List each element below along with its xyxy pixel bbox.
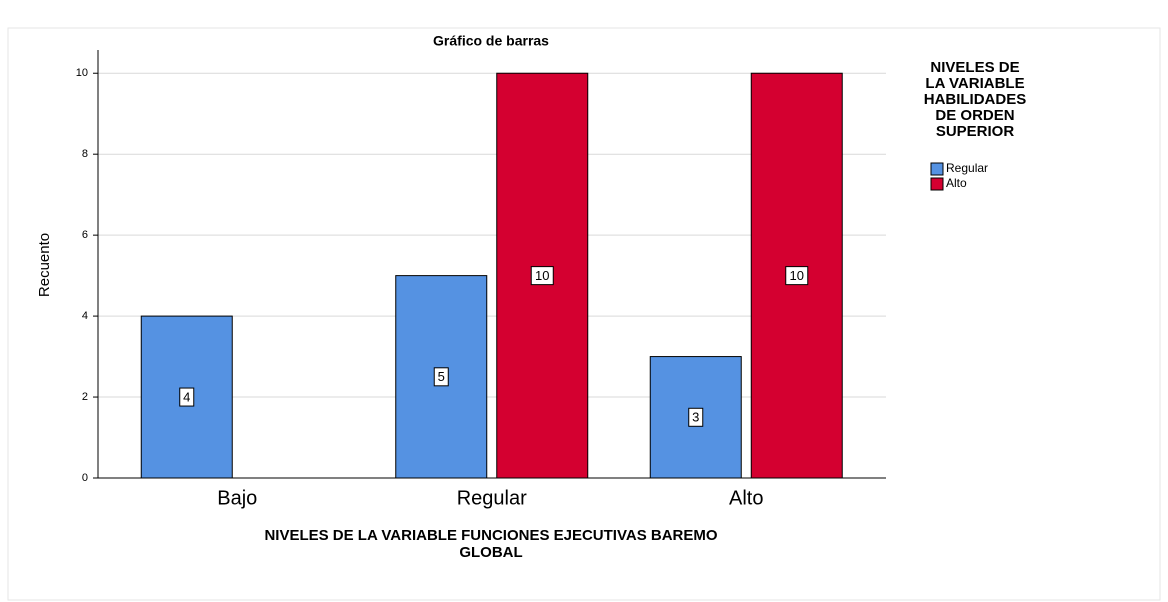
x-tick-label: Alto (729, 487, 763, 509)
y-axis-label: Recuento (36, 233, 53, 297)
legend-title: DE ORDEN (935, 107, 1014, 124)
value-label-box (688, 407, 704, 427)
value-label: 10 (535, 268, 549, 283)
y-tick-label: 6 (82, 229, 88, 241)
legend-title: NIVELES DE (930, 59, 1019, 76)
value-label-box (179, 387, 195, 407)
value-label-box (530, 266, 554, 286)
legend-title: HABILIDADES (924, 91, 1027, 108)
legend-label: Alto (946, 176, 967, 190)
y-tick-label: 8 (82, 148, 88, 160)
chart-title: Gráfico de barras (433, 33, 549, 49)
value-label: 5 (438, 369, 445, 384)
y-tick-label: 2 (82, 391, 88, 403)
value-label-box (785, 266, 809, 286)
x-axis-label: NIVELES DE LA VARIABLE FUNCIONES EJECUTI… (264, 527, 717, 544)
value-label: 3 (692, 410, 699, 425)
y-tick-label: 4 (82, 310, 88, 322)
legend-title: SUPERIOR (936, 123, 1015, 140)
value-label: 4 (183, 389, 190, 404)
x-tick-label: Bajo (217, 487, 257, 509)
x-axis-label: GLOBAL (459, 544, 522, 561)
legend-swatch (930, 177, 944, 191)
value-label: 10 (790, 268, 804, 283)
value-label-box (433, 367, 449, 387)
legend-swatch (930, 162, 944, 176)
legend-title: LA VARIABLE (925, 75, 1024, 92)
y-tick-label: 0 (82, 472, 88, 484)
legend-label: Regular (946, 161, 988, 175)
x-tick-label: Regular (457, 487, 527, 509)
y-tick-label: 10 (76, 67, 88, 79)
